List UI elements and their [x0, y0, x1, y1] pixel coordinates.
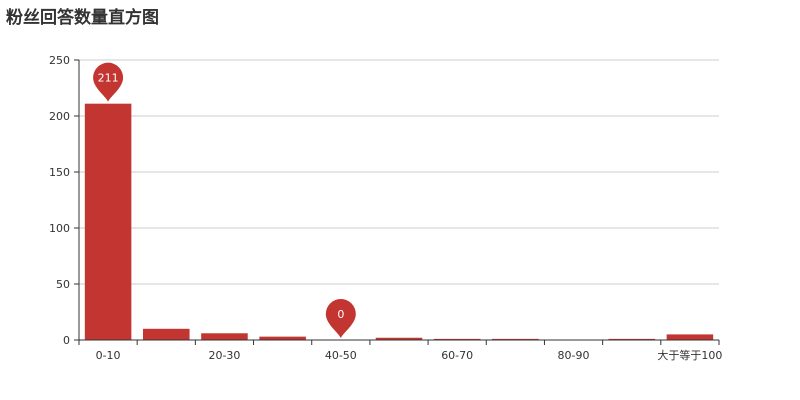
bar-大于等于100[interactable]	[666, 334, 714, 340]
bar-20-30[interactable]	[201, 333, 248, 340]
bar-30-40[interactable]	[259, 336, 306, 340]
y-tick-label: 250	[49, 54, 70, 67]
marker-pin-label: 211	[98, 72, 119, 85]
marker-pin-0-10[interactable]: 211	[93, 62, 124, 102]
bar-90-100[interactable]	[608, 338, 655, 340]
axes	[74, 59, 720, 345]
bar-10-20[interactable]	[143, 328, 190, 340]
y-tick-label: 150	[49, 166, 70, 179]
marker-pin-shape	[93, 62, 124, 102]
x-tick-label: 60-70	[441, 349, 473, 362]
marker-pin-shape	[325, 299, 356, 338]
grid-lines	[79, 59, 719, 285]
marker-pin-40-50[interactable]: 0	[325, 299, 356, 338]
marker-pin-label: 0	[337, 308, 344, 321]
x-tick-label: 0-10	[96, 349, 121, 362]
bar-60-70[interactable]	[433, 338, 481, 340]
tick-labels: 0 50 100 150 200 250 0-10 20-30 40-50 60-70 80-90 大…	[49, 54, 722, 362]
x-tick-label: 大于等于100	[657, 348, 722, 362]
bar-0-10[interactable]	[84, 103, 132, 341]
x-tick-label: 80-90	[558, 349, 590, 362]
y-tick-label: 0	[63, 334, 70, 347]
bar-50-60[interactable]	[375, 337, 423, 340]
bars	[84, 103, 714, 341]
x-tick-label: 20-30	[208, 349, 240, 362]
y-tick-label: 100	[49, 222, 70, 235]
y-tick-label: 50	[56, 278, 70, 291]
chart-title: 粉丝回答数量直方图	[6, 8, 159, 28]
max-min-markers: 211 0	[93, 62, 356, 338]
y-tick-label: 200	[49, 110, 70, 123]
bar-70-80[interactable]	[492, 338, 539, 340]
x-tick-label: 40-50	[325, 349, 357, 362]
